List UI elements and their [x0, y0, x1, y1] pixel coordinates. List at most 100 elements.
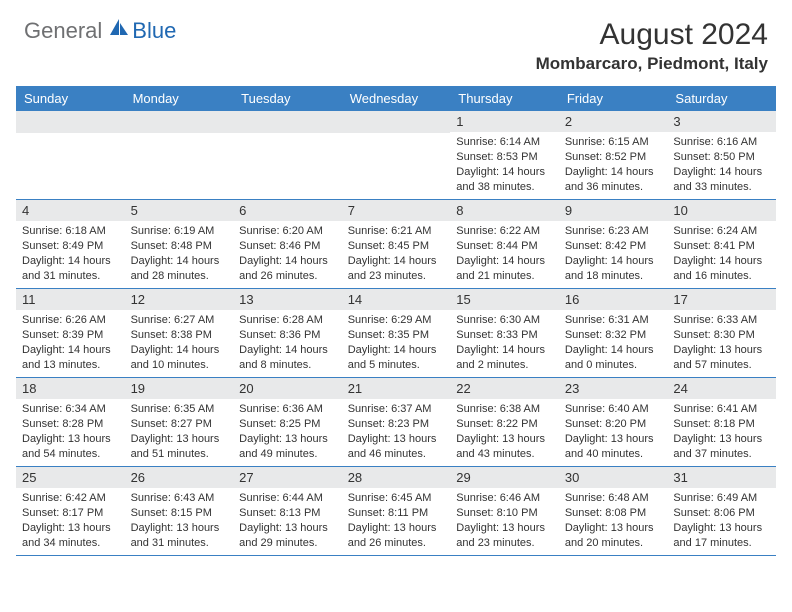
sunset-line: Sunset: 8:10 PM: [456, 506, 553, 521]
day-cell: [342, 111, 451, 199]
day-cell: 30Sunrise: 6:48 AMSunset: 8:08 PMDayligh…: [559, 467, 668, 555]
day-cell: 15Sunrise: 6:30 AMSunset: 8:33 PMDayligh…: [450, 289, 559, 377]
sunset-line: Sunset: 8:53 PM: [456, 150, 553, 165]
sunrise-line: Sunrise: 6:33 AM: [673, 313, 770, 328]
sunset-line: Sunset: 8:30 PM: [673, 328, 770, 343]
week-row: 11Sunrise: 6:26 AMSunset: 8:39 PMDayligh…: [16, 289, 776, 378]
sunrise-line: Sunrise: 6:37 AM: [348, 402, 445, 417]
day-cell: 14Sunrise: 6:29 AMSunset: 8:35 PMDayligh…: [342, 289, 451, 377]
empty-day-number: [125, 111, 234, 133]
day-cell: 6Sunrise: 6:20 AMSunset: 8:46 PMDaylight…: [233, 200, 342, 288]
sunrise-line: Sunrise: 6:29 AM: [348, 313, 445, 328]
day-info: Sunrise: 6:29 AMSunset: 8:35 PMDaylight:…: [342, 310, 451, 372]
sunrise-line: Sunrise: 6:43 AM: [131, 491, 228, 506]
sunrise-line: Sunrise: 6:38 AM: [456, 402, 553, 417]
calendar: SundayMondayTuesdayWednesdayThursdayFrid…: [0, 86, 792, 556]
sunrise-line: Sunrise: 6:31 AM: [565, 313, 662, 328]
day-cell: 29Sunrise: 6:46 AMSunset: 8:10 PMDayligh…: [450, 467, 559, 555]
sunset-line: Sunset: 8:49 PM: [22, 239, 119, 254]
day-number: 21: [342, 378, 451, 399]
day-number: 2: [559, 111, 668, 132]
daylight-line: Daylight: 13 hours and 57 minutes.: [673, 343, 770, 373]
day-number: 7: [342, 200, 451, 221]
day-headers-row: SundayMondayTuesdayWednesdayThursdayFrid…: [16, 86, 776, 111]
sunrise-line: Sunrise: 6:45 AM: [348, 491, 445, 506]
day-number: 26: [125, 467, 234, 488]
sunrise-line: Sunrise: 6:42 AM: [22, 491, 119, 506]
sunset-line: Sunset: 8:48 PM: [131, 239, 228, 254]
daylight-line: Daylight: 14 hours and 31 minutes.: [22, 254, 119, 284]
day-cell: 22Sunrise: 6:38 AMSunset: 8:22 PMDayligh…: [450, 378, 559, 466]
sunset-line: Sunset: 8:18 PM: [673, 417, 770, 432]
day-cell: 1Sunrise: 6:14 AMSunset: 8:53 PMDaylight…: [450, 111, 559, 199]
day-number: 27: [233, 467, 342, 488]
day-cell: 27Sunrise: 6:44 AMSunset: 8:13 PMDayligh…: [233, 467, 342, 555]
sunset-line: Sunset: 8:11 PM: [348, 506, 445, 521]
sunrise-line: Sunrise: 6:28 AM: [239, 313, 336, 328]
day-header: Wednesday: [342, 86, 451, 111]
day-header: Tuesday: [233, 86, 342, 111]
day-cell: 24Sunrise: 6:41 AMSunset: 8:18 PMDayligh…: [667, 378, 776, 466]
day-cell: 26Sunrise: 6:43 AMSunset: 8:15 PMDayligh…: [125, 467, 234, 555]
day-cell: 17Sunrise: 6:33 AMSunset: 8:30 PMDayligh…: [667, 289, 776, 377]
day-number: 9: [559, 200, 668, 221]
day-header: Friday: [559, 86, 668, 111]
day-number: 29: [450, 467, 559, 488]
day-cell: 23Sunrise: 6:40 AMSunset: 8:20 PMDayligh…: [559, 378, 668, 466]
day-cell: 9Sunrise: 6:23 AMSunset: 8:42 PMDaylight…: [559, 200, 668, 288]
sunset-line: Sunset: 8:52 PM: [565, 150, 662, 165]
day-cell: 11Sunrise: 6:26 AMSunset: 8:39 PMDayligh…: [16, 289, 125, 377]
sunrise-line: Sunrise: 6:34 AM: [22, 402, 119, 417]
logo: General Blue: [24, 18, 176, 44]
sunset-line: Sunset: 8:36 PM: [239, 328, 336, 343]
sunrise-line: Sunrise: 6:44 AM: [239, 491, 336, 506]
day-number: 24: [667, 378, 776, 399]
sunrise-line: Sunrise: 6:14 AM: [456, 135, 553, 150]
day-number: 10: [667, 200, 776, 221]
day-cell: 5Sunrise: 6:19 AMSunset: 8:48 PMDaylight…: [125, 200, 234, 288]
day-cell: [233, 111, 342, 199]
daylight-line: Daylight: 13 hours and 43 minutes.: [456, 432, 553, 462]
sunrise-line: Sunrise: 6:41 AM: [673, 402, 770, 417]
sunset-line: Sunset: 8:46 PM: [239, 239, 336, 254]
daylight-line: Daylight: 14 hours and 0 minutes.: [565, 343, 662, 373]
day-number: 14: [342, 289, 451, 310]
sunrise-line: Sunrise: 6:48 AM: [565, 491, 662, 506]
empty-day-number: [342, 111, 451, 133]
day-info: Sunrise: 6:36 AMSunset: 8:25 PMDaylight:…: [233, 399, 342, 461]
empty-day-number: [233, 111, 342, 133]
day-info: Sunrise: 6:40 AMSunset: 8:20 PMDaylight:…: [559, 399, 668, 461]
empty-day-number: [16, 111, 125, 133]
sunrise-line: Sunrise: 6:19 AM: [131, 224, 228, 239]
sunrise-line: Sunrise: 6:24 AM: [673, 224, 770, 239]
day-cell: 18Sunrise: 6:34 AMSunset: 8:28 PMDayligh…: [16, 378, 125, 466]
week-row: 18Sunrise: 6:34 AMSunset: 8:28 PMDayligh…: [16, 378, 776, 467]
day-number: 6: [233, 200, 342, 221]
sunrise-line: Sunrise: 6:36 AM: [239, 402, 336, 417]
sunset-line: Sunset: 8:20 PM: [565, 417, 662, 432]
sunset-line: Sunset: 8:28 PM: [22, 417, 119, 432]
page-header: General Blue August 2024 Mombarcaro, Pie…: [0, 0, 792, 82]
sunset-line: Sunset: 8:33 PM: [456, 328, 553, 343]
day-info: Sunrise: 6:27 AMSunset: 8:38 PMDaylight:…: [125, 310, 234, 372]
day-info: Sunrise: 6:49 AMSunset: 8:06 PMDaylight:…: [667, 488, 776, 550]
day-number: 19: [125, 378, 234, 399]
daylight-line: Daylight: 13 hours and 34 minutes.: [22, 521, 119, 551]
daylight-line: Daylight: 14 hours and 10 minutes.: [131, 343, 228, 373]
day-info: Sunrise: 6:23 AMSunset: 8:42 PMDaylight:…: [559, 221, 668, 283]
sunrise-line: Sunrise: 6:20 AM: [239, 224, 336, 239]
day-cell: [16, 111, 125, 199]
day-info: Sunrise: 6:38 AMSunset: 8:22 PMDaylight:…: [450, 399, 559, 461]
day-header: Monday: [125, 86, 234, 111]
day-number: 1: [450, 111, 559, 132]
day-info: Sunrise: 6:46 AMSunset: 8:10 PMDaylight:…: [450, 488, 559, 550]
day-number: 11: [16, 289, 125, 310]
day-info: Sunrise: 6:37 AMSunset: 8:23 PMDaylight:…: [342, 399, 451, 461]
day-info: Sunrise: 6:21 AMSunset: 8:45 PMDaylight:…: [342, 221, 451, 283]
day-info: Sunrise: 6:24 AMSunset: 8:41 PMDaylight:…: [667, 221, 776, 283]
daylight-line: Daylight: 13 hours and 26 minutes.: [348, 521, 445, 551]
day-number: 16: [559, 289, 668, 310]
day-info: Sunrise: 6:44 AMSunset: 8:13 PMDaylight:…: [233, 488, 342, 550]
daylight-line: Daylight: 14 hours and 8 minutes.: [239, 343, 336, 373]
day-info: Sunrise: 6:18 AMSunset: 8:49 PMDaylight:…: [16, 221, 125, 283]
